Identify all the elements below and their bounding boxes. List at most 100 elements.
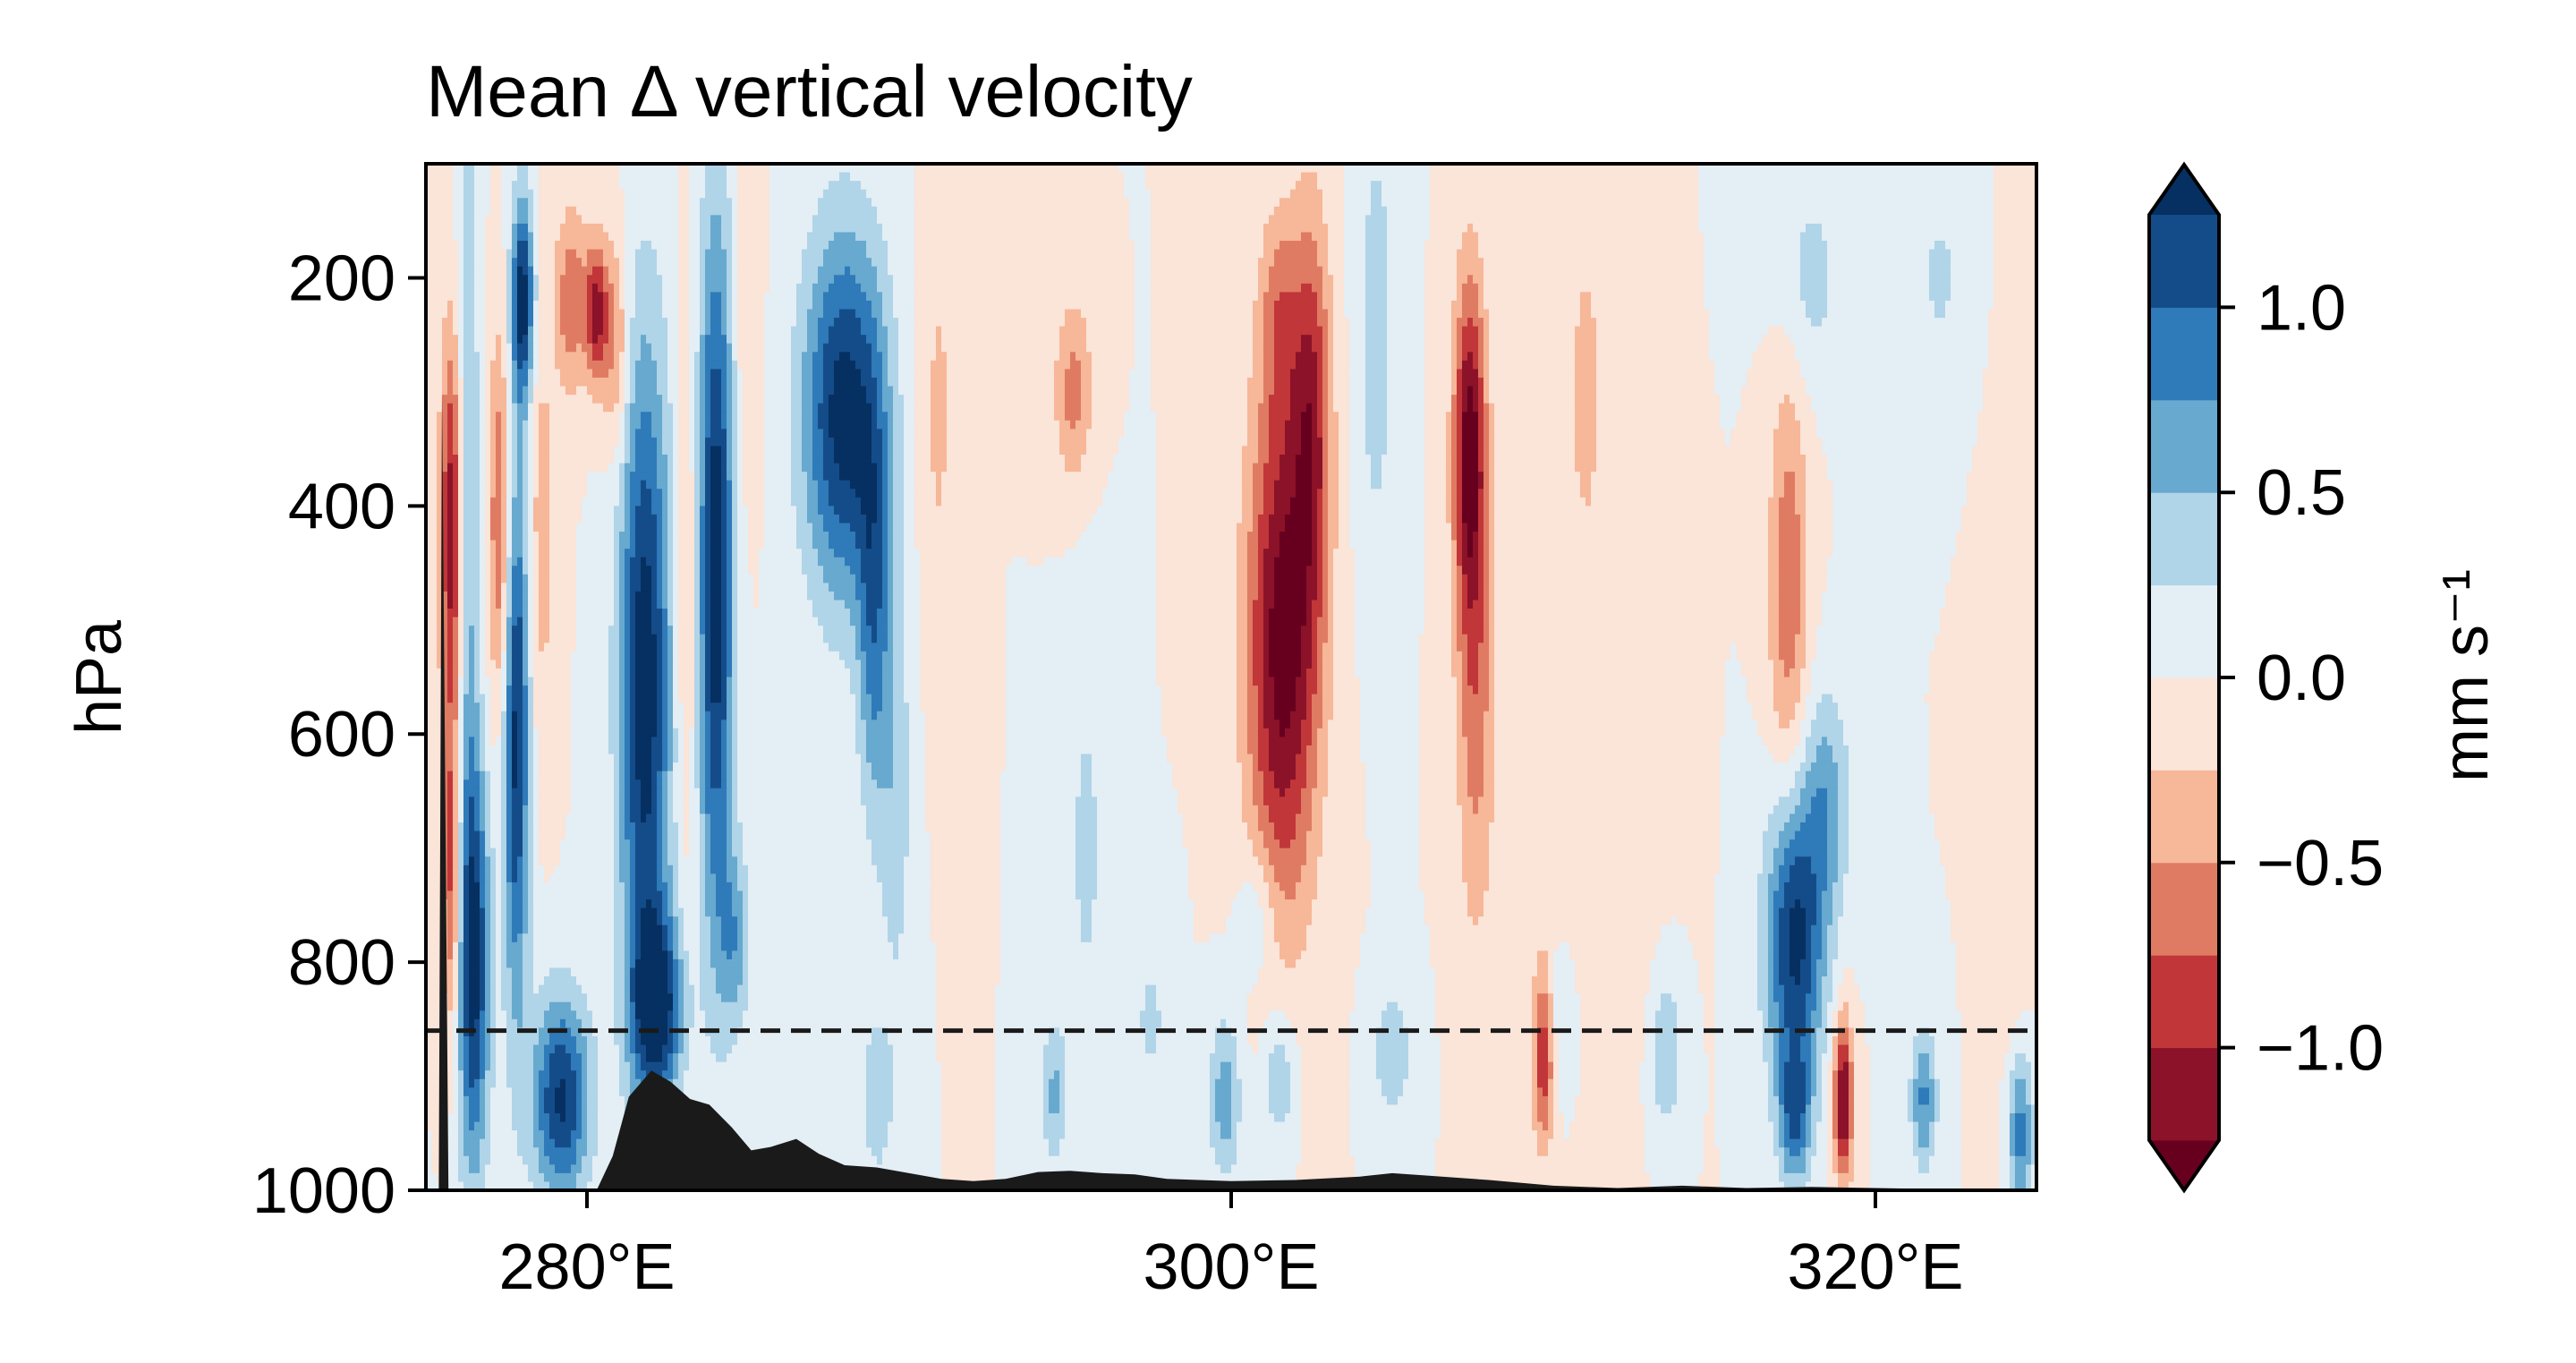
field-cell <box>1333 343 1350 353</box>
field-cell <box>667 591 674 601</box>
field-cell <box>480 540 486 549</box>
field-cell <box>1237 609 1248 618</box>
field-cell <box>700 754 706 763</box>
field-cell <box>1365 360 1388 370</box>
field-cell <box>1312 540 1318 549</box>
field-cell <box>1489 609 1495 618</box>
field-cell <box>1247 643 1254 652</box>
field-cell <box>1951 275 1994 285</box>
field-cell <box>1704 241 1801 251</box>
field-cell <box>812 523 824 532</box>
field-cell <box>732 258 738 268</box>
field-cell <box>1317 497 1323 507</box>
field-cell <box>630 643 636 652</box>
field-cell <box>812 403 819 413</box>
field-cell <box>1478 283 1484 293</box>
field-cell <box>1489 643 1495 652</box>
field-cell <box>523 395 529 405</box>
field-cell <box>576 617 615 626</box>
field-cell <box>678 164 690 174</box>
field-cell <box>463 532 480 541</box>
field-cell <box>533 489 540 498</box>
field-cell <box>517 446 523 456</box>
field-cell <box>458 292 464 302</box>
field-cell <box>705 275 727 285</box>
field-cell <box>689 360 695 370</box>
field-cell <box>1494 660 1726 669</box>
field-cell <box>694 506 701 515</box>
field-cell <box>1822 232 1994 242</box>
field-cell <box>1237 523 1254 532</box>
field-cell <box>1322 514 1329 524</box>
field-cell <box>426 728 443 738</box>
field-cell <box>855 532 867 541</box>
field-cell <box>673 480 679 490</box>
field-cell <box>480 480 486 490</box>
field-cell <box>630 668 636 678</box>
field-cell <box>1929 275 1951 285</box>
field-cell <box>485 318 507 328</box>
field-cell <box>1059 420 1071 430</box>
field-cell <box>576 583 615 592</box>
field-cell <box>705 412 711 422</box>
field-cell <box>1387 377 1425 388</box>
field-cell <box>694 403 701 413</box>
field-cell <box>528 395 534 405</box>
field-cell <box>1263 600 1275 609</box>
field-cell <box>528 472 534 481</box>
field-cell <box>1467 523 1479 532</box>
field-cell <box>791 497 808 507</box>
field-cell <box>1478 591 1484 601</box>
field-cell <box>539 574 550 584</box>
field-cell <box>861 771 872 780</box>
field-cell <box>1709 335 1764 345</box>
field-cell <box>1322 429 1329 439</box>
field-cell <box>1424 377 1452 388</box>
field-cell <box>1484 326 1490 336</box>
field-cell <box>1591 300 1705 311</box>
field-cell <box>1822 737 1828 746</box>
field-cell <box>458 429 464 439</box>
field-cell <box>1349 403 1366 413</box>
field-cell <box>925 779 1001 789</box>
field-cell <box>1097 506 1157 515</box>
field-cell <box>1279 292 1318 302</box>
field-cell <box>678 532 695 541</box>
field-cell <box>1457 754 1468 763</box>
field-cell <box>533 463 540 473</box>
field-cell <box>490 463 497 473</box>
field-cell <box>1253 369 1264 379</box>
field-cell <box>732 318 738 328</box>
field-cell <box>1698 223 1807 234</box>
field-cell <box>1478 412 1484 422</box>
field-cell <box>517 249 529 259</box>
field-cell <box>791 386 803 396</box>
field-cell <box>512 617 518 626</box>
field-cell <box>490 686 502 695</box>
field-cell <box>506 266 513 276</box>
field-cell <box>931 463 948 473</box>
field-cell <box>737 318 765 328</box>
field-cell <box>1489 420 1495 430</box>
field-cell <box>1006 703 1162 712</box>
field-cell <box>1575 326 1597 336</box>
field-cell <box>1462 574 1468 584</box>
field-cell <box>1135 258 1152 268</box>
field-cell <box>1333 668 1356 678</box>
field-cell <box>625 779 631 789</box>
field-cell <box>1269 275 1323 285</box>
field-cell <box>861 686 867 695</box>
field-cell <box>539 754 572 763</box>
field-cell <box>1451 360 1458 370</box>
field-cell <box>501 626 507 635</box>
field-cell <box>1967 480 2036 490</box>
field-cell <box>1467 660 1479 669</box>
field-cell <box>920 609 1007 618</box>
field-cell <box>458 779 464 789</box>
field-cell <box>667 532 674 541</box>
field-cell <box>496 660 502 669</box>
field-cell <box>506 660 513 669</box>
field-cell <box>769 198 819 208</box>
field-cell <box>1322 591 1329 601</box>
field-cell <box>1462 591 1468 601</box>
